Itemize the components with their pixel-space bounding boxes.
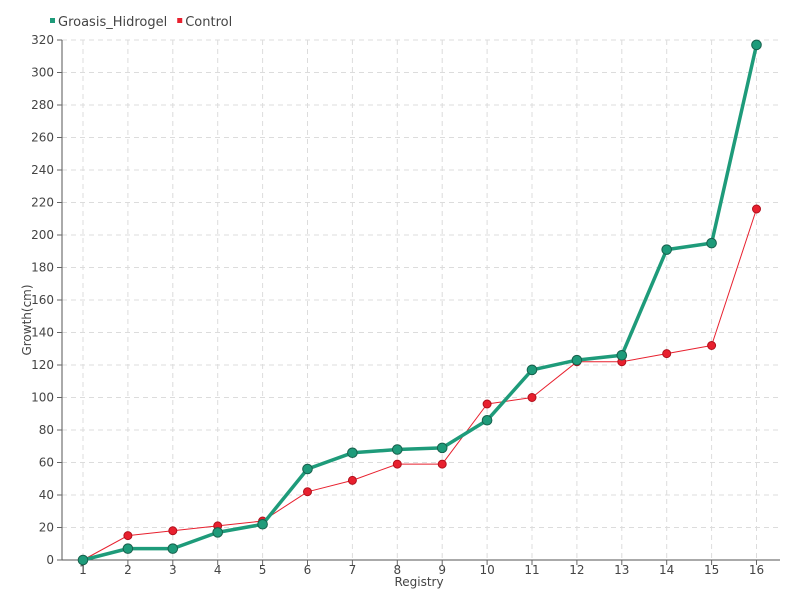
y-tick-label: 160 [31, 293, 54, 307]
y-tick-label: 120 [31, 358, 54, 372]
y-tick-label: 280 [31, 98, 54, 112]
data-point-groasis-hidrogel [751, 39, 762, 51]
data-point-groasis-hidrogel [212, 527, 223, 538]
y-tick-label: 20 [39, 521, 54, 535]
data-point-control [707, 341, 717, 350]
x-tick-label: 16 [749, 563, 764, 577]
y-tick-label: 180 [31, 261, 54, 275]
axes [61, 40, 780, 561]
x-tick-label: 4 [214, 563, 222, 577]
data-point-groasis-hidrogel [122, 543, 134, 554]
y-tick-label: 80 [39, 423, 54, 437]
grid [62, 39, 780, 560]
legend-label: Groasis_Hidrogel [58, 15, 167, 30]
series-line-groasis-hidrogel [82, 44, 759, 562]
y-axis-title: Growth(cm) [20, 284, 34, 355]
data-point-control [752, 204, 761, 214]
data-point-control [123, 531, 133, 541]
data-point-groasis-hidrogel [436, 442, 448, 454]
x-tick-label: 10 [479, 563, 494, 577]
data-point-groasis-hidrogel [481, 414, 493, 426]
series-line-control [82, 208, 757, 561]
y-tick-label: 140 [31, 326, 54, 340]
x-tick-label: 6 [304, 563, 312, 577]
data-point-groasis-hidrogel [392, 444, 403, 455]
x-tick-label: 8 [393, 563, 401, 577]
data-point-control [347, 475, 357, 485]
legend: Groasis_Hidrogel Control [50, 15, 232, 30]
y-tick-label: 40 [39, 488, 54, 502]
x-tick-label: 2 [124, 563, 132, 577]
x-tick-label: 12 [569, 563, 584, 577]
y-tick-label: 60 [39, 456, 54, 470]
data-point-control [527, 393, 537, 402]
legend-label: Control [185, 15, 232, 30]
legend-swatch [50, 18, 55, 23]
data-point-groasis-hidrogel [302, 463, 313, 475]
x-tick-label: 1 [79, 563, 87, 577]
x-tick-label: 15 [704, 563, 719, 577]
x-tick-label: 3 [169, 563, 177, 577]
y-tick-label: 260 [31, 131, 54, 145]
data-point-groasis-hidrogel [347, 447, 358, 459]
data-point-control [168, 526, 178, 536]
x-tick-label: 13 [614, 563, 629, 577]
series-layer [77, 39, 762, 566]
x-tick-label: 11 [524, 563, 539, 577]
data-point-groasis-hidrogel [77, 554, 89, 566]
x-tick-label: 9 [438, 563, 446, 577]
data-point-control [392, 459, 402, 469]
y-tick-label: 320 [31, 33, 54, 47]
y-tick-label: 100 [31, 391, 54, 405]
legend-item-control[interactable]: Control [177, 15, 232, 30]
data-point-groasis-hidrogel [526, 364, 538, 376]
series-control [78, 204, 761, 565]
y-tick-label: 200 [31, 228, 54, 242]
data-point-groasis-hidrogel [167, 543, 179, 554]
data-point-groasis-hidrogel [661, 244, 673, 255]
data-point-control [303, 487, 312, 497]
x-tick-label: 14 [659, 563, 674, 577]
y-tick-label: 240 [31, 163, 54, 177]
x-axis-ticks: 1 2 3 4 5 6 7 8 9 10 11 12 13 14 15 16 [79, 560, 764, 577]
data-point-groasis-hidrogel [706, 237, 717, 249]
legend-item-groasis-hidrogel[interactable]: Groasis_Hidrogel [50, 15, 167, 30]
data-point-groasis-hidrogel [257, 518, 268, 530]
y-axis-ticks: 0 20 40 60 80 100 120 140 160 180 200 220 240 260 280 3… [31, 33, 62, 567]
series-groasis-hidrogel [77, 39, 762, 566]
x-tick-label: 5 [259, 563, 267, 577]
x-axis-title: Registry [394, 575, 443, 589]
y-tick-label: 300 [31, 66, 54, 80]
data-point-control [662, 349, 672, 359]
data-point-groasis-hidrogel [616, 349, 628, 361]
data-point-groasis-hidrogel [571, 354, 583, 366]
x-tick-label: 7 [349, 563, 357, 577]
legend-swatch [177, 18, 183, 23]
data-point-control [482, 399, 492, 409]
y-tick-label: 0 [46, 553, 54, 567]
data-point-control [437, 459, 447, 469]
y-tick-label: 220 [31, 196, 54, 210]
